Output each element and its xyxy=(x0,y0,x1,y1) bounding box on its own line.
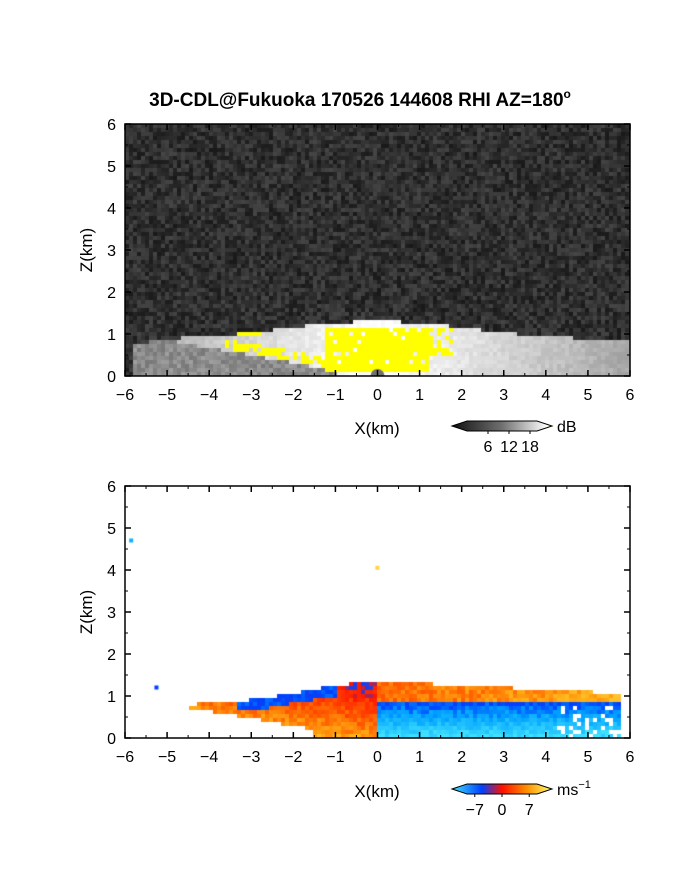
velocity-y-tick-label: 1 xyxy=(107,689,116,706)
velocity-colorbar-scale xyxy=(450,783,554,795)
velocity-x-tick-label: 3 xyxy=(499,749,508,766)
snr-x-tick-label: 1 xyxy=(415,387,424,404)
snr-x-tick-label: 5 xyxy=(583,387,592,404)
velocity-x-tick-label: 0 xyxy=(373,749,382,766)
snr-x-tick-label: 0 xyxy=(373,387,382,404)
velocity-x-tick-label: −5 xyxy=(158,749,176,766)
velocity-colorbar-tick-label: −7 xyxy=(466,802,484,819)
velocity-x-tick-label: 1 xyxy=(415,749,424,766)
snr-y-tick-label: 2 xyxy=(107,285,116,302)
snr-x-tick-label: 2 xyxy=(457,387,466,404)
snr-x-tick-label: 6 xyxy=(626,387,635,404)
snr-y-tick-label: 4 xyxy=(107,201,116,218)
snr-heatmap-area xyxy=(125,124,630,376)
snr-colorbar-tick-label: 18 xyxy=(521,439,539,456)
snr-colorbar-tick-label: 12 xyxy=(500,439,518,456)
velocity-y-tick-label: 4 xyxy=(107,563,116,580)
velocity-x-tick-label: 2 xyxy=(457,749,466,766)
velocity-colorbar-tick-label: 7 xyxy=(525,802,534,819)
snr-x-tick-label: −1 xyxy=(326,387,344,404)
velocity-heatmap-area xyxy=(125,486,630,738)
velocity-x-tick-label: 6 xyxy=(626,749,635,766)
snr-x-tick-label: −4 xyxy=(200,387,218,404)
velocity-colorbar: −7 0 7 ms−1 xyxy=(450,779,591,819)
snr-x-tick-label: −2 xyxy=(284,387,302,404)
snr-x-tick-label: −6 xyxy=(116,387,134,404)
snr-heatmap xyxy=(125,124,630,376)
velocity-x-axis-label: X(km) xyxy=(354,782,399,801)
velocity-y-tick-label: 0 xyxy=(107,731,116,748)
title-degree-mark: o xyxy=(564,87,571,101)
snr-colorbar-scale xyxy=(450,420,554,432)
snr-y-axis-label: Z(km) xyxy=(77,228,96,272)
velocity-colorbar-tick-label: 0 xyxy=(498,802,507,819)
chart-title: 3D-CDL@Fukuoka 170526 144608 RHI AZ=180o xyxy=(149,87,571,111)
snr-colorbar-unit: dB xyxy=(557,419,577,436)
snr-colorbar: 6 12 18 dB xyxy=(450,419,577,456)
snr-colorbar-tick-label: 6 xyxy=(484,439,493,456)
snr-y-tick-label: 3 xyxy=(107,243,116,260)
snr-y-tick-label: 5 xyxy=(107,159,116,176)
velocity-axes: −6 −5 −4 −3 −2 −1 0 1 2 3 4 5 6 0 1 2 3 4 5 6 xyxy=(107,479,634,766)
snr-y-tick-label: 0 xyxy=(107,369,116,386)
velocity-colorbar-unit: ms−1 xyxy=(557,779,591,799)
snr-x-tick-label: 4 xyxy=(541,387,550,404)
velocity-y-tick-label: 3 xyxy=(107,605,116,622)
snr-x-tick-label: −5 xyxy=(158,387,176,404)
velocity-y-tick-label: 6 xyxy=(107,479,116,496)
velocity-x-tick-label: −4 xyxy=(200,749,218,766)
velocity-colorbar-unit-exponent: −1 xyxy=(578,779,591,791)
snr-x-axis-label: X(km) xyxy=(354,419,399,438)
velocity-heatmap xyxy=(125,486,630,738)
velocity-panel: −6 −5 −4 −3 −2 −1 0 1 2 3 4 5 6 0 1 2 3 4 5 6 X(km) Z(km) −… xyxy=(77,479,635,819)
velocity-x-tick-label: −2 xyxy=(284,749,302,766)
velocity-x-tick-label: 5 xyxy=(583,749,592,766)
snr-x-tick-label: −3 xyxy=(242,387,260,404)
velocity-y-tick-label: 5 xyxy=(107,521,116,538)
snr-y-tick-label: 6 xyxy=(107,117,116,134)
velocity-x-tick-label: −1 xyxy=(326,749,344,766)
snr-y-tick-label: 1 xyxy=(107,327,116,344)
snr-axes: −6 −5 −4 −3 −2 −1 0 1 2 3 4 5 6 0 1 2 3 4 5 6 xyxy=(107,117,634,404)
velocity-x-tick-label: −3 xyxy=(242,749,260,766)
velocity-y-tick-label: 2 xyxy=(107,647,116,664)
velocity-y-axis-label: Z(km) xyxy=(77,590,96,634)
velocity-x-tick-label: 4 xyxy=(541,749,550,766)
snr-x-tick-label: 3 xyxy=(499,387,508,404)
velocity-x-tick-label: −6 xyxy=(116,749,134,766)
